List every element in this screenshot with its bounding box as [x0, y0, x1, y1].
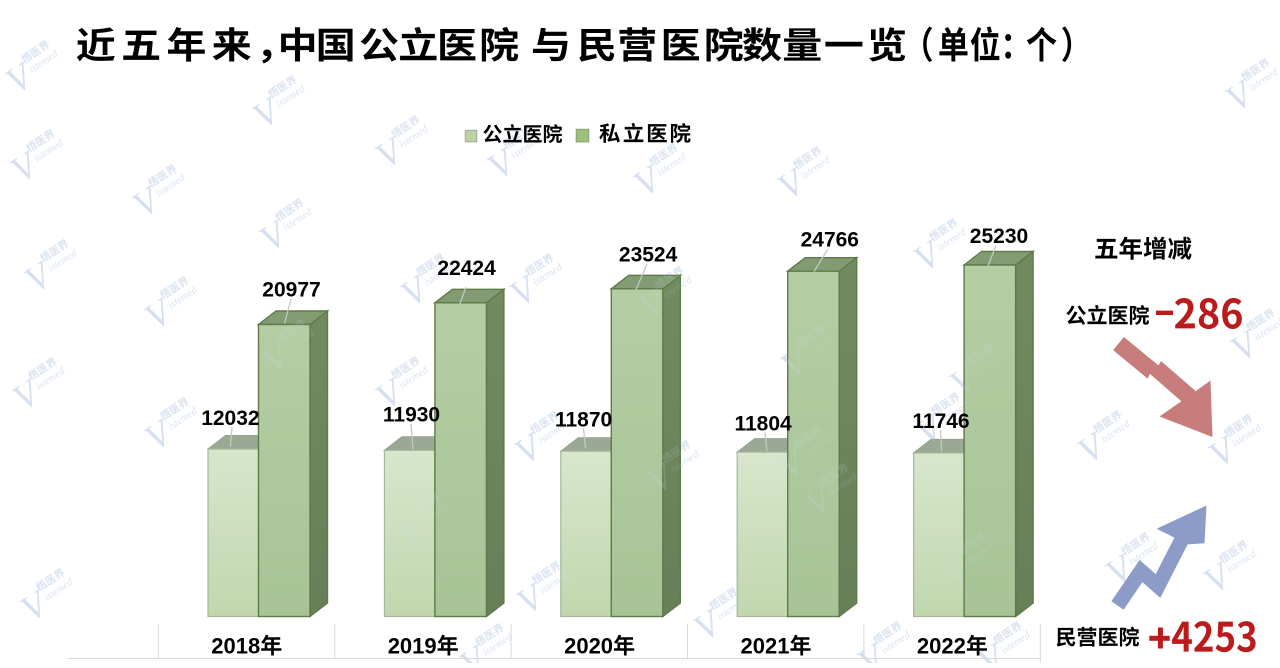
svg-text:2021: 2021	[741, 634, 790, 659]
svg-text:2018: 2018	[211, 634, 260, 659]
svg-text:2022: 2022	[917, 634, 966, 659]
svg-text:12032: 12032	[201, 407, 259, 430]
svg-text:23524: 23524	[619, 244, 678, 267]
svg-text:11804: 11804	[734, 413, 792, 436]
svg-text:11746: 11746	[912, 410, 969, 433]
svg-text:25230: 25230	[970, 225, 1028, 248]
svg-text:22424: 22424	[437, 257, 496, 280]
svg-text:2019: 2019	[388, 634, 437, 659]
svg-text:2020: 2020	[564, 634, 613, 659]
svg-text:20977: 20977	[262, 279, 320, 302]
svg-text:24766: 24766	[801, 229, 859, 252]
svg-text:11930: 11930	[383, 404, 440, 427]
svg-text:11870: 11870	[555, 409, 612, 432]
